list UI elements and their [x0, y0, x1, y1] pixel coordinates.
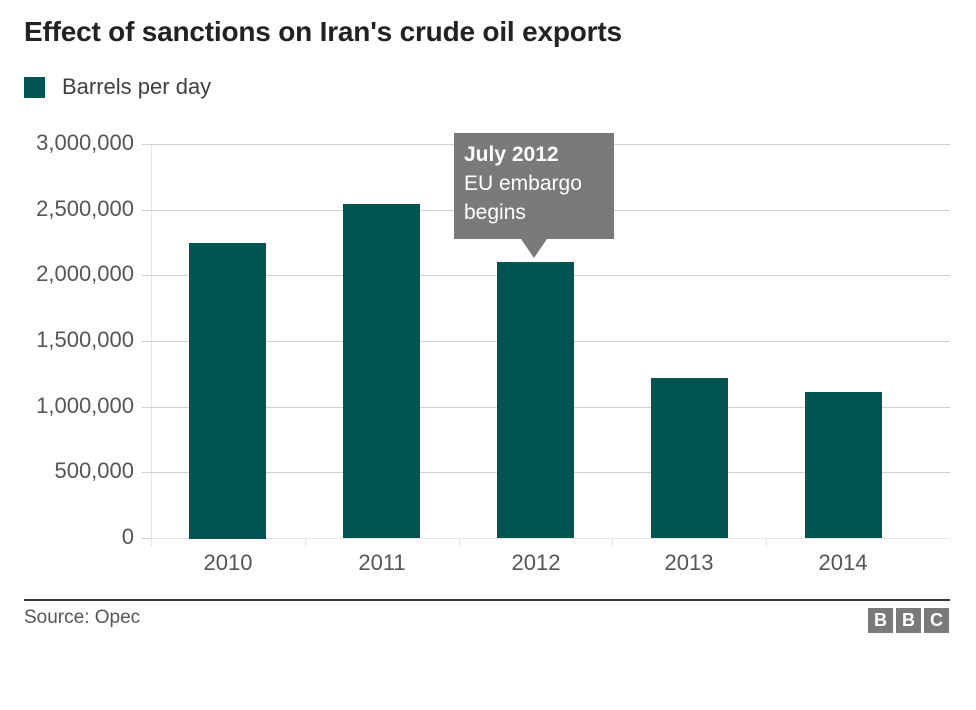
- bbc-logo-block: B: [868, 608, 893, 633]
- y-tick-label: 1,500,000: [36, 327, 134, 352]
- bbc-logo: B B C: [868, 608, 949, 633]
- bar-2013[interactable]: [651, 378, 728, 538]
- y-tick-label: 1,000,000: [36, 393, 134, 418]
- bar-2012[interactable]: [497, 262, 574, 538]
- bbc-logo-block: B: [896, 608, 921, 633]
- source-note: Source: Opec: [24, 607, 141, 628]
- bbc-logo-block: C: [924, 608, 949, 633]
- y-tick-mark: [142, 538, 151, 539]
- x-tick-label: 2014: [818, 550, 868, 575]
- y-tick-label: 0: [121, 524, 134, 549]
- annotation-line-1: EU embargo: [464, 172, 582, 195]
- y-tick-mark: [142, 210, 151, 211]
- y-tick-label: 2,500,000: [36, 196, 134, 221]
- x-tick-mark: [305, 538, 306, 546]
- plot-area: 0 500,000 1,000,000 1,500,000 2,000,000 2,500…: [36, 130, 950, 575]
- legend-swatch: [24, 76, 45, 98]
- footer-divider: [24, 599, 950, 601]
- x-tick-mark: [151, 538, 152, 546]
- x-tick-mark: [766, 538, 767, 546]
- y-tick-mark: [142, 407, 151, 408]
- legend: Barrels per day: [24, 74, 212, 99]
- annotation-line-2: begins: [464, 201, 526, 224]
- y-tick-mark: [142, 275, 151, 276]
- chart-title: Effect of sanctions on Iran's crude oil …: [24, 16, 622, 47]
- x-tick-label: 2010: [203, 550, 253, 575]
- x-tick-label: 2012: [511, 550, 561, 575]
- x-tick-label: 2013: [664, 550, 714, 575]
- gridline: [151, 538, 950, 539]
- x-tick-mark: [612, 538, 613, 546]
- annotation-title: July 2012: [464, 143, 559, 166]
- y-axis-line: [151, 144, 152, 546]
- y-tick-label: 3,000,000: [36, 130, 134, 155]
- y-tick-mark: [142, 144, 151, 145]
- annotation-callout: July 2012 EU embargo begins: [454, 133, 614, 239]
- bar-2011[interactable]: [343, 204, 420, 538]
- y-tick-label: 2,000,000: [36, 261, 134, 286]
- bar-2010[interactable]: [189, 243, 266, 539]
- x-tick-mark: [459, 538, 460, 546]
- y-tick-mark: [142, 472, 151, 473]
- x-tick-label: 2011: [358, 550, 406, 575]
- y-tick-label: 500,000: [54, 458, 134, 483]
- y-tick-mark: [142, 341, 151, 342]
- bar-2014[interactable]: [805, 392, 882, 538]
- annotation-pointer: [521, 239, 547, 258]
- legend-label: Barrels per day: [62, 74, 212, 99]
